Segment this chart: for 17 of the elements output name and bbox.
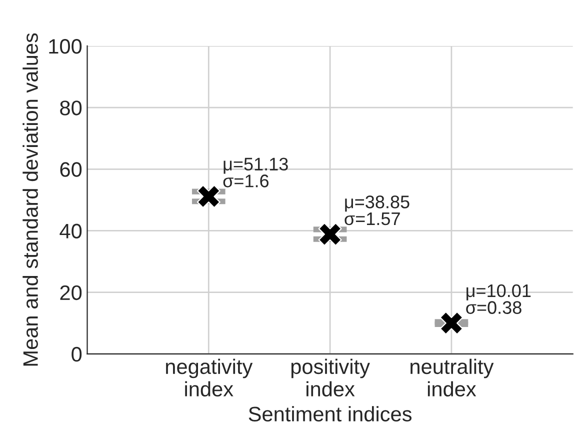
y-tick-label: 20 [60, 285, 82, 300]
point [440, 311, 464, 335]
y-tick-label: 80 [60, 100, 82, 116]
x-axis-title: Sentiment indices [248, 406, 412, 422]
point [196, 184, 220, 208]
y-axis-title: Mean and standard deviation values [22, 33, 38, 366]
x-tick-label: neutrality index [410, 358, 494, 397]
annotation: μ=38.85 σ=1.57 [344, 196, 410, 226]
y-tick-label: 40 [60, 224, 82, 238]
annotation: μ=10.01 σ=0.38 [466, 284, 531, 314]
annotation: μ=51.13 σ=1.6 [223, 158, 288, 188]
point [318, 222, 342, 246]
x-tick-label: positivity index [291, 358, 370, 397]
x-tick-label: negativity index [166, 358, 253, 397]
y-tick-label: 60 [60, 162, 82, 177]
y-tick-label: 0 [72, 346, 82, 362]
y-tick-label: 100 [49, 38, 82, 54]
